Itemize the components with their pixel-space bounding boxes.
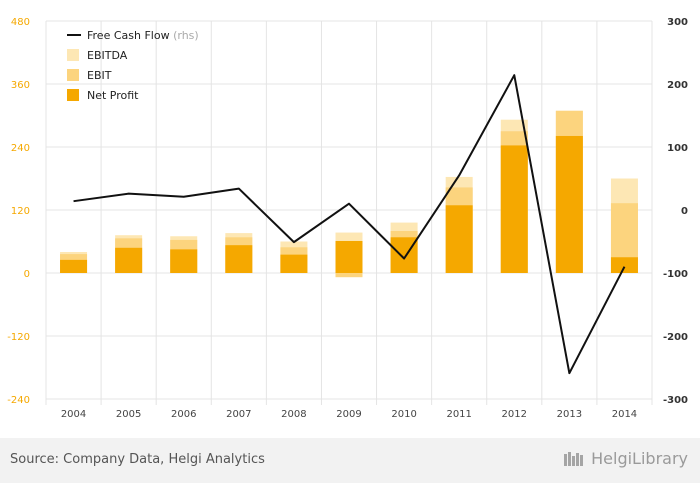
bar-net-profit (170, 249, 198, 273)
brand-name: HelgiLibrary (591, 449, 688, 468)
legend-swatch-ebit (67, 69, 79, 81)
right-tick-label: 100 (667, 143, 688, 154)
right-tick-label: -100 (663, 269, 688, 280)
right-tick-label: 200 (667, 80, 688, 91)
left-tick-label: 480 (11, 17, 30, 28)
right-tick-label: 300 (667, 17, 688, 28)
axes: -240 -120 0 120 240 360 480 -300 -200 -100 0 100 200… (7, 17, 688, 420)
category-label: 2007 (226, 409, 251, 420)
bar-net-profit (610, 257, 638, 273)
category-label: 2004 (61, 409, 86, 420)
legend-label-net-profit: Net Profit (87, 89, 139, 102)
category-label: 2009 (336, 409, 361, 420)
bar-net-profit (555, 135, 583, 273)
bar-net-profit (335, 240, 363, 273)
legend-swatch-ebitda (67, 49, 79, 61)
category-label: 2013 (557, 409, 582, 420)
brand-logo: HelgiLibrary (563, 449, 688, 468)
source-note: Source: Company Data, Helgi Analytics (10, 452, 265, 467)
chart: -240 -120 0 120 240 360 480 -300 -200 -100 0 100 200… (7, 17, 688, 420)
left-tick-label: 360 (11, 80, 30, 91)
bar-net-profit (115, 247, 143, 273)
category-label: 2014 (612, 409, 637, 420)
bar-net-profit (60, 259, 88, 273)
category-label: 2006 (171, 409, 196, 420)
category-label: 2008 (281, 409, 306, 420)
left-tick-label: 120 (11, 206, 30, 217)
bar-net-profit (500, 145, 528, 273)
category-label: 2005 (116, 409, 141, 420)
bookshelf-icon (564, 451, 584, 466)
legend-label-free-cash-flow: Free Cash Flow (rhs) (87, 29, 199, 42)
category-label: 2011 (446, 409, 471, 420)
legend: Free Cash Flow (rhs) EBITDA EBIT Net Profit (67, 29, 199, 102)
left-tick-label: 240 (11, 143, 30, 154)
bar-ebit (335, 273, 363, 278)
category-label: 2012 (502, 409, 527, 420)
right-tick-label: 0 (681, 206, 688, 217)
right-tick-label: -200 (663, 332, 688, 343)
legend-label-ebitda: EBITDA (87, 49, 128, 62)
bar-net-profit (445, 205, 473, 273)
legend-rhs-suffix: (rhs) (173, 29, 199, 42)
bars (60, 110, 638, 278)
footer: Source: Company Data, Helgi Analytics He… (0, 438, 700, 483)
legend-label-ebit: EBIT (87, 69, 112, 82)
grid (45, 20, 653, 405)
left-tick-label: -240 (7, 395, 30, 406)
category-label: 2010 (391, 409, 416, 420)
bar-net-profit (225, 245, 253, 273)
bar-net-profit (280, 254, 308, 273)
right-tick-label: -300 (663, 395, 688, 406)
left-tick-label: 0 (24, 269, 30, 280)
left-tick-label: -120 (7, 332, 30, 343)
free-cash-flow-line (73, 74, 626, 375)
legend-swatch-net-profit (67, 89, 79, 101)
